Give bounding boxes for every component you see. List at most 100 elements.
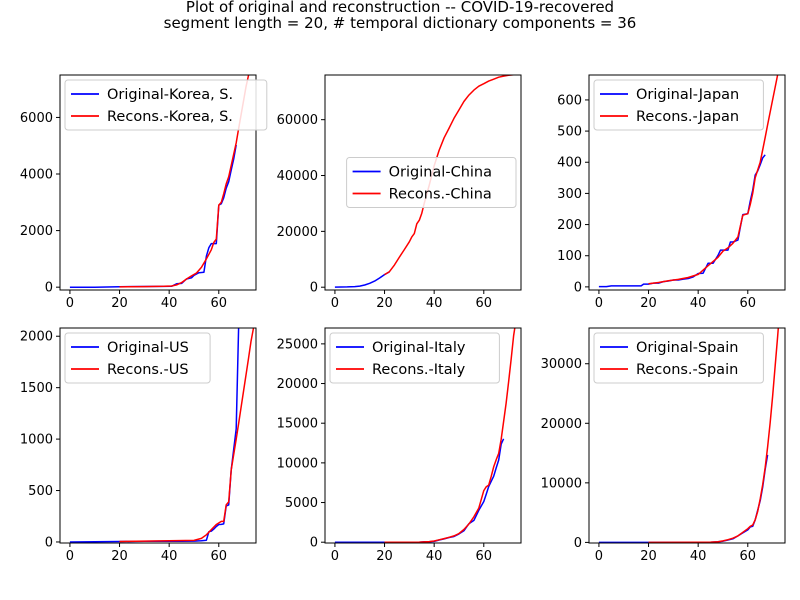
legend-label: Original-Italy <box>372 340 466 356</box>
x-tick-label: 40 <box>161 549 178 564</box>
original-line <box>598 454 769 543</box>
y-tick-label: 300 <box>557 187 582 202</box>
axes-frame <box>588 74 786 291</box>
legend-box <box>593 79 764 131</box>
y-tick-label: 500 <box>557 125 582 140</box>
legend-box <box>346 157 517 208</box>
y-tick-label: 30000 <box>541 357 582 372</box>
y-tick-label: 10000 <box>277 456 318 471</box>
y-tick-label: 60000 <box>277 113 318 128</box>
reconstruction-line <box>119 75 250 288</box>
legend-box <box>593 332 764 384</box>
y-tick-label: 600 <box>557 93 582 108</box>
x-tick-label: 20 <box>640 549 657 564</box>
x-tick-label: 20 <box>376 296 393 311</box>
y-tick-label: 25000 <box>277 337 318 352</box>
legend-label: Original-Japan <box>636 87 739 103</box>
legend: Original-US Recons.-US <box>64 332 211 384</box>
x-tick-label: 0 <box>595 549 603 564</box>
x-tick-label: 20 <box>376 549 393 564</box>
subplot-italy: 0 20 40 60 0 5000 10000 15000 20000 25000 Original… <box>277 327 522 564</box>
legend-label: Recons.-Italy <box>372 362 466 378</box>
axes-frame <box>59 74 257 291</box>
y-tick-label: 400 <box>557 156 582 171</box>
y-tick-label: 1500 <box>20 381 53 396</box>
legend-label: Recons.-US <box>107 362 189 378</box>
x-tick-label: 60 <box>476 549 493 564</box>
x-tick-label: 60 <box>476 296 493 311</box>
figure-title-line-2: segment length = 20, # temporal dictiona… <box>163 14 637 32</box>
reconstruction-line <box>648 75 779 285</box>
subplot-spain: 0 20 40 60 0 10000 20000 30000 Original-Spain Rec… <box>541 327 786 564</box>
y-tick-label: 20000 <box>541 417 582 432</box>
x-tick-label: 0 <box>331 296 339 311</box>
y-tick-label: 4000 <box>20 168 53 183</box>
reconstruction-line <box>384 75 514 276</box>
legend-label: Recons.-Japan <box>636 109 739 125</box>
subplot-korea-s-: 0 20 40 60 0 2000 4000 6000 Original-Korea, S. Re… <box>20 74 268 311</box>
axes-frame <box>588 327 786 544</box>
legend-box <box>329 332 500 384</box>
reconstruction-line <box>648 328 780 543</box>
y-tick-label: 40000 <box>277 169 318 184</box>
y-tick-label: 100 <box>557 249 582 264</box>
subplot-us: 0 20 40 60 0 500 1000 1500 2000 Original-US Recons… <box>20 327 257 564</box>
legend-label: Recons.-Spain <box>636 362 738 378</box>
original-line <box>334 271 390 288</box>
y-tick-label: 20000 <box>277 377 318 392</box>
legend-label: Original-Spain <box>636 340 738 356</box>
reconstruction-line <box>119 328 255 543</box>
y-tick-label: 0 <box>45 281 53 296</box>
y-tick-label: 2000 <box>20 224 53 239</box>
y-tick-label: 20000 <box>277 225 318 240</box>
x-tick-label: 0 <box>595 296 603 311</box>
y-tick-label: 10000 <box>541 476 582 491</box>
y-tick-label: 0 <box>45 535 53 550</box>
y-tick-label: 15000 <box>277 417 318 432</box>
x-tick-label: 20 <box>111 549 128 564</box>
original-line <box>598 154 766 288</box>
x-tick-label: 40 <box>690 549 707 564</box>
y-tick-label: 1000 <box>20 433 53 448</box>
x-tick-label: 60 <box>211 549 228 564</box>
x-tick-label: 40 <box>426 296 443 311</box>
x-tick-label: 20 <box>111 296 128 311</box>
legend-label: Original-Korea, S. <box>107 87 233 103</box>
original-line <box>69 144 237 288</box>
x-tick-label: 20 <box>640 296 657 311</box>
legend: Original-Korea, S. Recons.-Korea, S. <box>64 79 268 131</box>
legend-box <box>64 332 211 384</box>
legend: Original-Japan Recons.-Japan <box>593 79 764 131</box>
y-tick-label: 0 <box>310 536 318 551</box>
axes-frame <box>59 327 257 544</box>
legend-label: Recons.-Korea, S. <box>107 109 233 125</box>
x-tick-label: 0 <box>66 296 74 311</box>
axes-frame <box>324 327 522 544</box>
legend-box <box>64 79 268 131</box>
legend-label: Original-US <box>107 340 189 356</box>
y-tick-label: 2000 <box>20 330 53 345</box>
x-tick-label: 0 <box>66 549 74 564</box>
x-tick-label: 40 <box>161 296 178 311</box>
x-tick-label: 40 <box>690 296 707 311</box>
x-tick-label: 0 <box>331 549 339 564</box>
legend-label: Recons.-China <box>389 187 492 203</box>
y-tick-label: 200 <box>557 218 582 233</box>
y-tick-label: 6000 <box>20 111 53 126</box>
original-line <box>334 438 505 543</box>
figure-title-line-1: Plot of original and reconstruction -- C… <box>185 0 615 16</box>
subplot-china: 0 20 40 60 0 20000 40000 60000 Original-China Rec… <box>277 74 522 311</box>
x-tick-label: 60 <box>740 296 757 311</box>
axes-frame <box>324 74 522 291</box>
legend: Original-Italy Recons.-Italy <box>329 332 500 384</box>
legend-label: Original-China <box>389 165 492 181</box>
y-tick-label: 0 <box>574 536 582 551</box>
legend: Original-China Recons.-China <box>346 157 517 208</box>
x-tick-label: 40 <box>426 549 443 564</box>
y-tick-label: 500 <box>28 484 53 499</box>
y-tick-label: 0 <box>574 280 582 295</box>
y-tick-label: 0 <box>310 281 318 296</box>
